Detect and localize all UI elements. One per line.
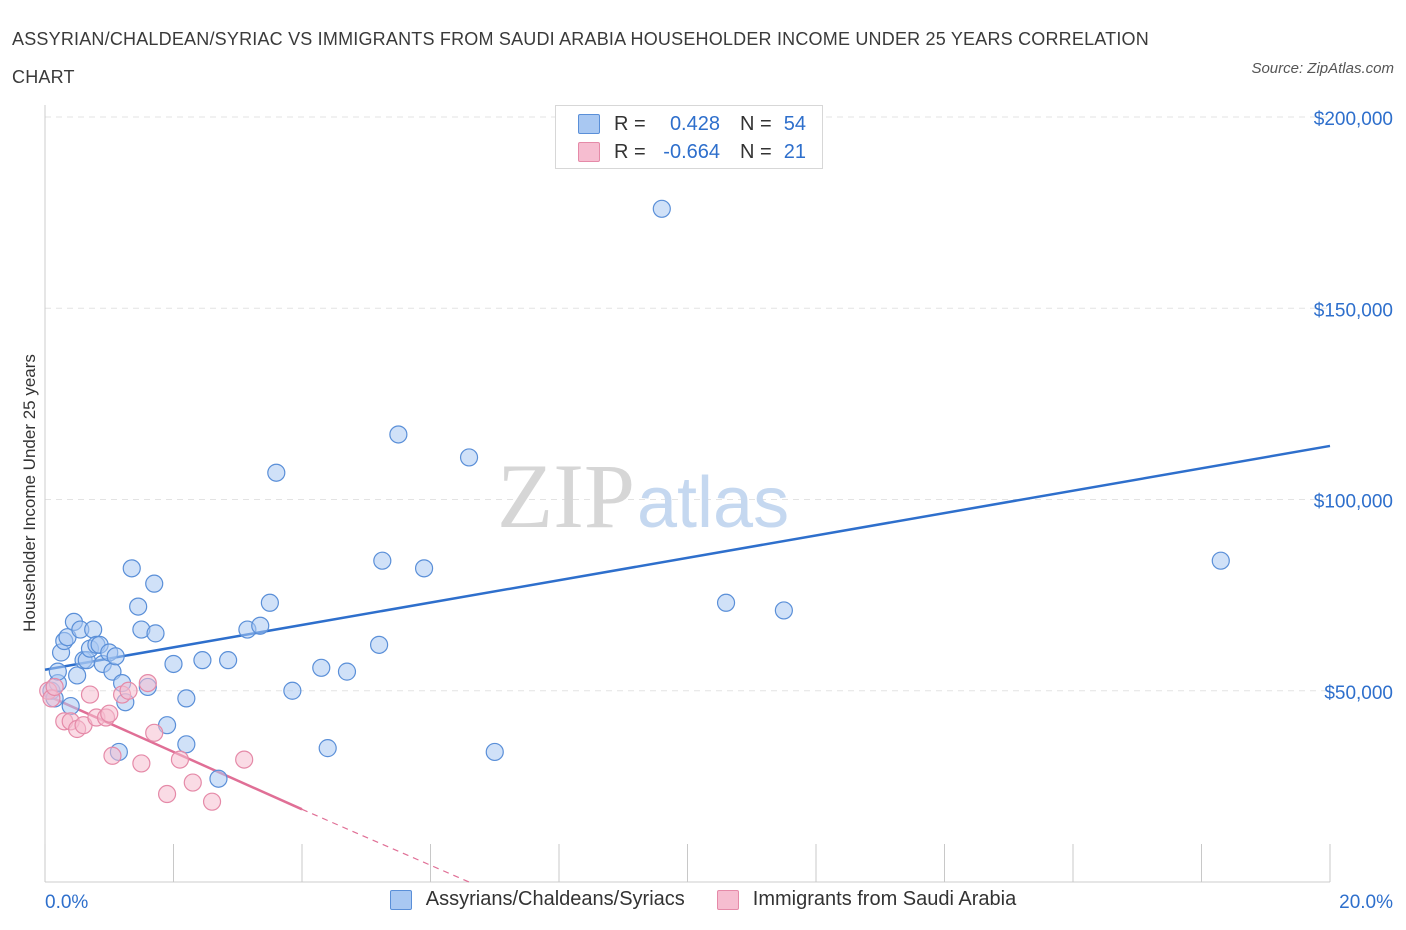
point-assyrians (219, 651, 238, 670)
y-tick-label: $150,000 (1314, 300, 1393, 321)
watermark: ZIP (497, 445, 635, 547)
point-assyrians (106, 647, 125, 666)
legend-label-saudi: Immigrants from Saudi Arabia (752, 888, 1017, 910)
point-assyrians (68, 666, 87, 685)
legend-item-assyrians[interactable]: Assyrians/Chaldeans/Syriacs (389, 888, 685, 911)
point-saudi (138, 673, 157, 693)
point-assyrians (373, 551, 392, 570)
axis-labels: $50,000 $100,000 $150,000 $200,000 0.0% 20.0% (45, 109, 1393, 913)
point-assyrians (209, 769, 228, 788)
pink-r-value: -0.664 (663, 140, 720, 163)
r-label: R = (614, 112, 646, 135)
blue-swatch (578, 114, 600, 134)
point-assyrians (1211, 551, 1230, 570)
gridlines (45, 116, 1330, 692)
point-saudi (202, 792, 222, 811)
stats-legend: R = 0.428 N = 54 R = -0.664 N = 21 (555, 105, 823, 169)
point-assyrians (177, 689, 196, 708)
point-saudi (170, 750, 190, 769)
n-label: N = (740, 140, 772, 163)
point-assyrians (318, 739, 337, 758)
point-assyrians (716, 593, 736, 612)
point-saudi (45, 677, 64, 697)
point-assyrians (61, 696, 80, 716)
point-assyrians (312, 658, 331, 677)
point-assyrians (260, 593, 279, 612)
pink-swatch (578, 142, 600, 162)
point-assyrians (145, 574, 164, 593)
point-saudi (235, 750, 254, 769)
point-saudi (100, 704, 119, 723)
watermark-atlas: atlas (637, 463, 789, 543)
pink-n-value: 21 (783, 140, 806, 163)
point-assyrians (389, 425, 408, 444)
point-assyrians (652, 199, 671, 218)
scatter-points (39, 199, 1230, 811)
point-saudi (145, 723, 164, 742)
point-assyrians (485, 742, 504, 762)
chart-title: ASSYRIAN/CHALDEAN/SYRIAC VS IMMIGRANTS F… (12, 29, 1149, 87)
n-label: N = (740, 112, 772, 135)
y-tick-label: $50,000 (1324, 683, 1393, 704)
point-assyrians (84, 620, 103, 639)
point-assyrians (122, 559, 141, 578)
series-legend: Assyrians/Chaldeans/Syriacs Immigrants f… (0, 888, 1406, 911)
x-tick-label-max: 20.0% (1339, 892, 1393, 913)
blue-swatch (389, 889, 412, 910)
point-assyrians (267, 463, 286, 482)
blue-r-value: 0.428 (669, 112, 720, 135)
point-assyrians (459, 448, 479, 467)
source-label: Source: ZipAtlas.com (1251, 60, 1394, 77)
legend-label-assyrians: Assyrians/Chaldeans/Syriacs (425, 888, 685, 910)
point-assyrians (283, 681, 302, 700)
point-saudi (132, 754, 151, 773)
y-tick-label: $200,000 (1314, 109, 1393, 130)
legend-item-saudi[interactable]: Immigrants from Saudi Arabia (716, 888, 1017, 911)
pink-swatch (716, 889, 739, 910)
point-assyrians (774, 601, 793, 620)
blue-n-value: 54 (783, 112, 806, 135)
point-assyrians (164, 654, 183, 674)
point-assyrians (414, 559, 434, 578)
x-tick-label-min: 0.0% (45, 892, 88, 913)
y-tick-label: $100,000 (1314, 492, 1393, 513)
point-saudi (183, 773, 202, 792)
legend-row-pink: R = -0.664 N = 21 (578, 140, 806, 164)
point-saudi (103, 746, 122, 765)
point-assyrians (193, 651, 212, 670)
point-assyrians (129, 597, 148, 616)
point-assyrians (48, 662, 67, 681)
point-assyrians (177, 735, 196, 754)
trend-line-saudi (44, 693, 303, 811)
trend-line-saudi-extension (301, 808, 470, 883)
point-saudi (119, 681, 138, 700)
y-axis-label: Householder Income Under 25 years (20, 354, 39, 632)
point-saudi (157, 784, 177, 804)
point-assyrians (146, 624, 165, 643)
axes (44, 105, 1331, 883)
point-assyrians (337, 662, 357, 681)
point-assyrians (370, 635, 389, 654)
legend-row-blue: R = 0.428 N = 54 (578, 112, 806, 136)
point-assyrians (251, 616, 270, 635)
r-label: R = (614, 140, 646, 163)
point-saudi (80, 685, 100, 704)
